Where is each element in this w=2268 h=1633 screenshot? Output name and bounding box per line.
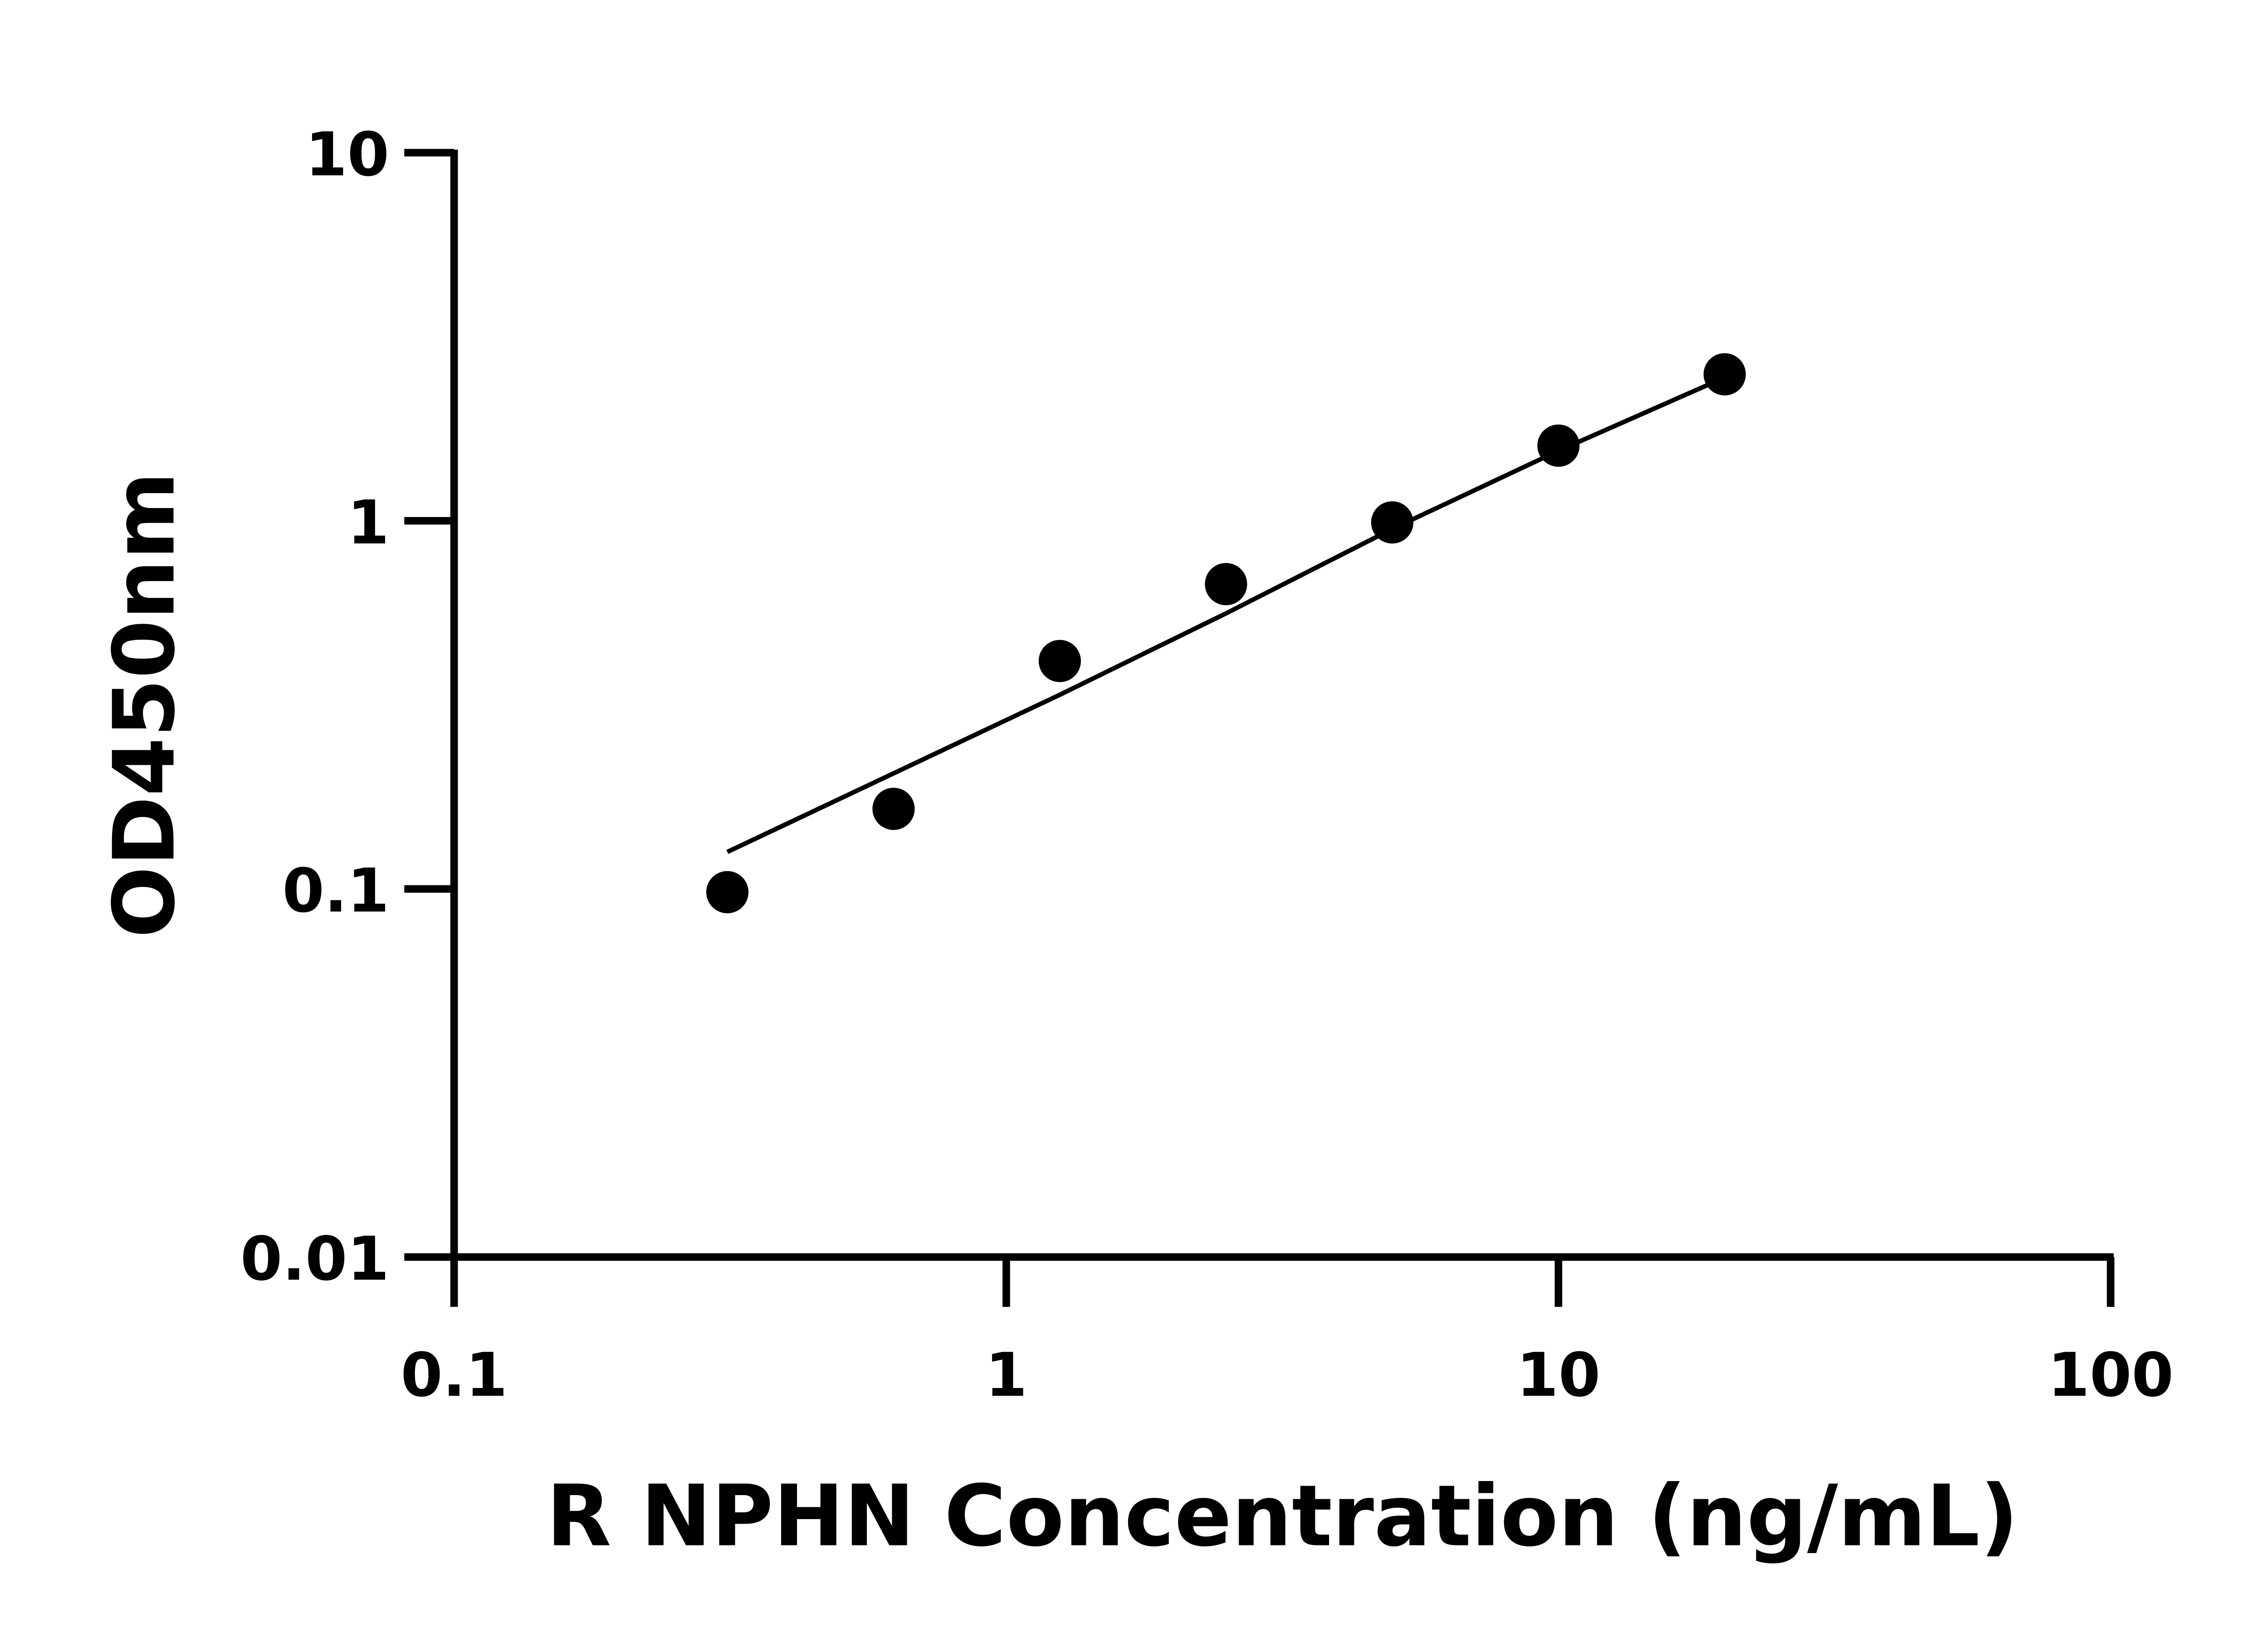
y-tick-label: 10: [305, 120, 389, 190]
axes: [450, 149, 2114, 1261]
x-tick-label: 1: [985, 1340, 1027, 1410]
data-point: [872, 787, 915, 830]
data-point: [1703, 353, 1746, 396]
x-tick-label: 100: [2048, 1340, 2174, 1410]
data-point: [1038, 640, 1081, 682]
x-tick-label: 0.1: [401, 1340, 508, 1410]
y-tick-label: 0.1: [282, 856, 389, 926]
y-tick-label: 1: [347, 488, 390, 558]
y-axis-label: OD450nm: [95, 472, 193, 938]
data-point: [706, 871, 749, 914]
x-axis-label: R NPHN Concentration (ng/mL): [546, 1467, 2019, 1565]
data-point: [1205, 563, 1247, 606]
data-point: [1371, 501, 1413, 544]
x-tick-label: 10: [1516, 1340, 1600, 1410]
data-point: [1537, 424, 1580, 467]
y-tick-label: 0.01: [240, 1224, 389, 1294]
